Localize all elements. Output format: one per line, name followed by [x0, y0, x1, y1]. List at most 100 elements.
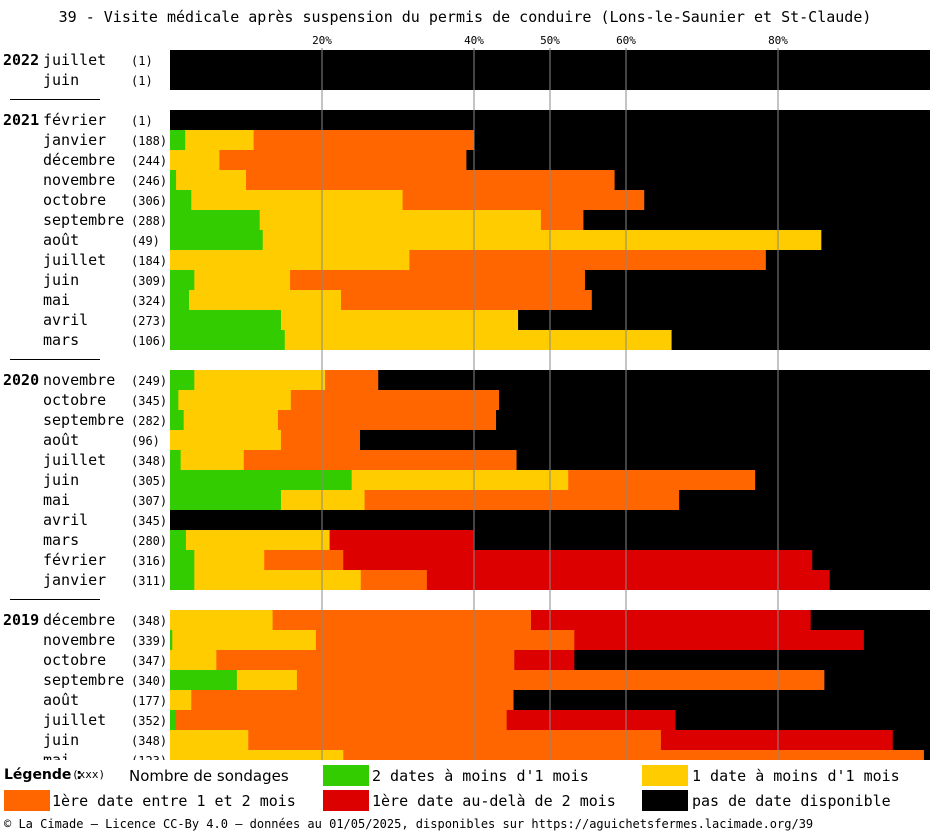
- month-label: août: [43, 231, 79, 249]
- count-label: (307): [131, 494, 167, 508]
- month-label: décembre: [43, 151, 115, 169]
- count-label: (348): [131, 454, 167, 468]
- month-label: août: [43, 691, 79, 709]
- bar-segment: [290, 390, 500, 410]
- legend-label-black: pas de date disponible: [692, 792, 891, 810]
- bar-segment: [216, 650, 515, 670]
- bar-segment: [284, 330, 673, 350]
- bar-segment: [170, 310, 282, 330]
- bar-segment: [219, 150, 467, 170]
- month-label: juin: [43, 271, 79, 289]
- month-label: janvier: [43, 571, 106, 589]
- bar-segment: [170, 650, 217, 670]
- bar-segment: [170, 410, 185, 430]
- bar-segment: [170, 530, 187, 550]
- bar-segment: [191, 690, 515, 710]
- bar-segment: [170, 610, 274, 630]
- bar-segment: [170, 290, 190, 310]
- bar-segment: [514, 650, 575, 670]
- month-label: avril: [43, 311, 88, 329]
- bar-segment: [259, 210, 542, 230]
- year-label: 2020: [3, 371, 39, 389]
- bar-segment: [191, 190, 404, 210]
- bar-segment: [170, 330, 286, 350]
- legend-swatch-black: [642, 790, 688, 811]
- bar-segment: [176, 710, 508, 730]
- count-label: (347): [131, 654, 167, 668]
- bar-segment: [280, 490, 366, 510]
- bar-segment: [378, 370, 930, 390]
- month-label: mai: [43, 291, 70, 309]
- x-tick-label: 80%: [768, 34, 788, 47]
- bar-segment: [671, 330, 930, 350]
- count-label: (345): [131, 394, 167, 408]
- bar-segment: [280, 310, 519, 330]
- count-label: (106): [131, 334, 167, 348]
- count-label: (288): [131, 214, 167, 228]
- bar-segment: [170, 210, 261, 230]
- bar-segment: [892, 730, 930, 750]
- bar-segment: [574, 630, 865, 650]
- bar-segment: [474, 130, 930, 150]
- bar-segment: [810, 610, 930, 630]
- bar-segment: [360, 570, 428, 590]
- year-label: 2021: [3, 111, 39, 129]
- month-label: août: [43, 431, 79, 449]
- bar-segment: [170, 730, 249, 750]
- count-label: (305): [131, 474, 167, 488]
- bar-segment: [584, 270, 930, 290]
- legend-swatch-orange: [4, 790, 50, 811]
- bar-segment: [170, 630, 173, 650]
- legend-label-yellow: 1 date à moins d'1 mois: [692, 767, 900, 785]
- count-label: (309): [131, 274, 167, 288]
- count-label: (188): [131, 134, 167, 148]
- bar-segment: [253, 130, 475, 150]
- count-label: (249): [131, 374, 167, 388]
- bar-segment: [660, 730, 894, 750]
- bar-segment: [518, 310, 930, 330]
- month-label: juin: [43, 71, 79, 89]
- bar-segment: [170, 230, 264, 250]
- bar-segment: [170, 550, 195, 570]
- month-label: mars: [43, 331, 79, 349]
- legend-count-note: (xxx): [72, 768, 106, 781]
- bar-segment: [185, 530, 331, 550]
- bar-segment: [246, 170, 616, 190]
- bar-segment: [170, 690, 192, 710]
- bar-segment: [513, 690, 930, 710]
- bar-segment: [170, 750, 344, 760]
- bar-segment: [178, 390, 292, 410]
- bar-segment: [170, 470, 353, 490]
- legend-count-desc: Nombre de sondages: [129, 767, 289, 785]
- bar-segment: [183, 410, 279, 430]
- count-label: (280): [131, 534, 167, 548]
- bar-segment: [863, 630, 930, 650]
- bar-segment: [189, 290, 342, 310]
- month-label: juillet: [43, 711, 106, 729]
- bar-segment: [829, 570, 930, 590]
- bar-segment: [290, 270, 586, 290]
- bar-segment: [170, 250, 410, 270]
- legend-label-red: 1ère date au-delà de 2 mois: [372, 792, 616, 810]
- month-label: mai: [43, 491, 70, 509]
- bar-segment: [170, 430, 282, 450]
- bar-segment: [499, 390, 930, 410]
- bar-segment: [351, 470, 569, 490]
- count-label: (246): [131, 174, 167, 188]
- bar-segment: [343, 550, 813, 570]
- bar-segment: [170, 570, 195, 590]
- count-label: (177): [131, 694, 167, 708]
- x-tick-label: 20%: [312, 34, 332, 47]
- month-label: juin: [43, 471, 79, 489]
- month-label: octobre: [43, 191, 106, 209]
- month-label: juillet: [43, 451, 106, 469]
- bar-segment: [574, 650, 930, 670]
- bar-segment: [272, 610, 532, 630]
- bar-segment: [812, 550, 930, 570]
- bar-segment: [409, 250, 767, 270]
- bar-segment: [755, 470, 930, 490]
- bar-segment: [170, 130, 186, 150]
- bar-segment: [466, 150, 930, 170]
- bar-segment: [341, 290, 593, 310]
- bar-segment: [296, 670, 825, 690]
